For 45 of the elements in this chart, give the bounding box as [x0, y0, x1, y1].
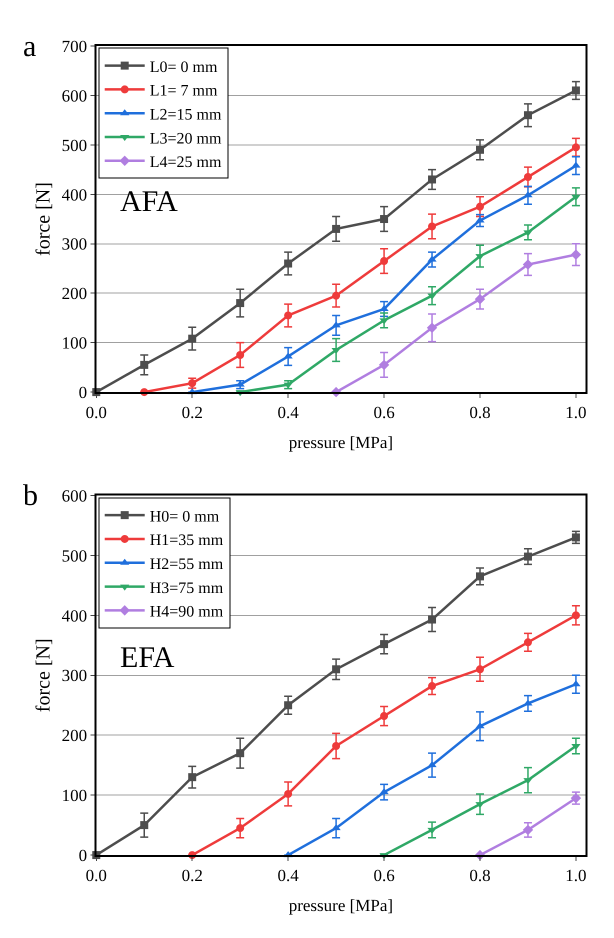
- legend-label: H0= 0 mm: [150, 508, 220, 526]
- y-axis-title: force [N]: [32, 182, 55, 256]
- legend-label: H3=75 mm: [150, 580, 224, 597]
- x-tick-label: 0.8: [469, 403, 491, 422]
- y-tick-label: 400: [62, 185, 88, 204]
- x-axis-title: pressure [MPa]: [288, 896, 394, 916]
- y-tick-label: 700: [62, 36, 88, 56]
- x-tick-label: 1.0: [565, 866, 587, 886]
- y-tick-label: 0: [78, 383, 88, 402]
- y-tick-label: 200: [62, 284, 88, 304]
- x-tick-label: 0.6: [373, 866, 395, 886]
- text: a: [23, 30, 36, 63]
- legend-label: L4=25 mm: [150, 154, 222, 172]
- y-tick-label: 100: [62, 786, 88, 806]
- y-tick-label: 500: [62, 546, 88, 566]
- y-tick-label: 300: [62, 234, 88, 254]
- legend-label: H1=35 mm: [150, 532, 224, 550]
- x-tick-label: 1.0: [565, 403, 587, 422]
- legend-label: H2=55 mm: [150, 556, 224, 574]
- legend-label: L0= 0 mm: [150, 58, 218, 76]
- y-tick-label: 100: [62, 334, 88, 353]
- legend-label: L1= 7 mm: [150, 82, 218, 100]
- y-tick-label: 300: [62, 666, 88, 686]
- x-tick-label: 0.4: [278, 403, 300, 422]
- legend-label: L3=20 mm: [150, 130, 222, 148]
- legend-label: H4=90 mm: [150, 604, 224, 621]
- x-axis-title: pressure [MPa]: [288, 433, 394, 452]
- y-tick-label: 600: [62, 486, 88, 506]
- annotation: AFA: [120, 185, 178, 218]
- y-tick-label: 200: [62, 726, 88, 746]
- y-tick-label: 0: [78, 846, 88, 866]
- x-tick-label: 0.6: [373, 403, 395, 422]
- y-tick-label: 600: [62, 86, 88, 106]
- annotation: EFA: [120, 641, 175, 674]
- x-tick-label: 0.0: [86, 403, 107, 422]
- x-tick-label: 0.0: [86, 866, 107, 886]
- y-tick-label: 500: [62, 136, 88, 155]
- legend-label: L2=15 mm: [150, 106, 222, 124]
- x-tick-label: 0.4: [278, 866, 300, 886]
- y-tick-label: 400: [62, 606, 88, 626]
- x-tick-label: 0.2: [182, 403, 203, 422]
- text: b: [23, 479, 38, 512]
- y-axis-title: force [N]: [32, 638, 55, 712]
- x-tick-label: 0.8: [469, 866, 491, 886]
- x-tick-label: 0.2: [182, 866, 203, 886]
